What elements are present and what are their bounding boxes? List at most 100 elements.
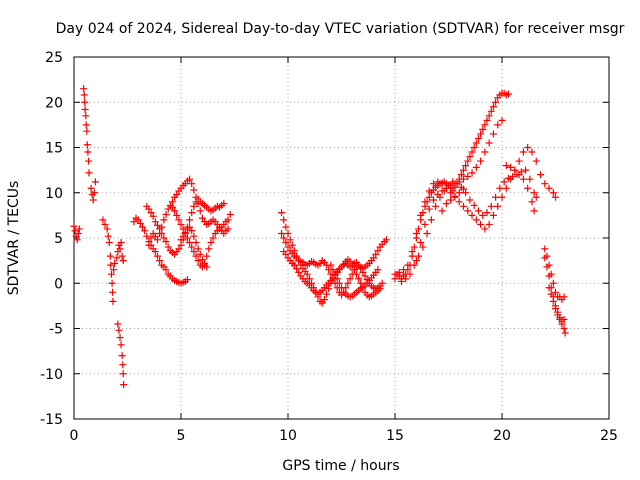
data-point <box>226 210 234 218</box>
data-point <box>149 212 157 220</box>
data-point <box>164 243 172 251</box>
data-point <box>147 209 155 217</box>
data-point <box>549 189 557 197</box>
data-point <box>188 209 196 217</box>
data-point <box>110 266 118 274</box>
data-point <box>432 202 440 210</box>
data-point <box>515 157 523 165</box>
data-point <box>158 223 166 231</box>
data-point <box>370 254 378 262</box>
data-point <box>145 205 153 213</box>
data-point <box>524 144 532 151</box>
data-point <box>492 98 500 106</box>
data-point <box>549 279 557 287</box>
data-point <box>530 207 538 215</box>
data-point <box>181 229 189 237</box>
data-point <box>442 200 450 208</box>
data-point <box>489 103 497 111</box>
data-point <box>119 257 127 265</box>
data-point <box>288 241 296 249</box>
data-point <box>117 341 125 349</box>
data-point <box>118 252 126 260</box>
data-point <box>528 198 536 206</box>
data-point <box>472 163 480 171</box>
data-point <box>560 325 568 332</box>
data-point <box>162 266 170 274</box>
data-point <box>519 148 527 156</box>
data-point <box>113 254 121 262</box>
data-point <box>107 261 115 269</box>
data-point <box>541 245 549 253</box>
data-point <box>327 261 335 269</box>
data-point <box>485 220 493 228</box>
data-point <box>203 252 211 260</box>
data-point <box>186 239 194 247</box>
data-point <box>114 320 122 328</box>
data-point <box>173 211 181 219</box>
data-point <box>541 180 549 188</box>
data-point <box>151 232 159 240</box>
data-point <box>545 184 553 192</box>
data-point <box>504 90 512 98</box>
series-s9 <box>177 223 211 271</box>
data-point <box>376 285 384 293</box>
data-point <box>532 157 540 165</box>
data-point <box>374 247 382 255</box>
data-point <box>528 148 536 156</box>
data-point <box>498 193 506 201</box>
data-point <box>481 225 489 233</box>
data-point <box>522 166 530 174</box>
data-point <box>417 239 425 247</box>
data-point <box>344 279 352 287</box>
data-point <box>305 275 313 283</box>
data-point <box>350 266 358 274</box>
data-point <box>194 257 202 265</box>
data-point <box>105 239 113 247</box>
data-point <box>143 232 151 240</box>
data-point <box>192 252 200 260</box>
data-point <box>552 193 559 201</box>
data-point <box>438 180 446 188</box>
data-point <box>220 200 228 208</box>
data-point <box>338 284 345 292</box>
data-point <box>481 148 489 156</box>
data-point <box>82 121 90 129</box>
data-point <box>162 210 170 218</box>
data-point <box>74 229 82 237</box>
data-point <box>192 239 200 247</box>
data-point <box>190 202 198 210</box>
data-point <box>145 241 153 249</box>
data-point <box>382 236 390 244</box>
data-point <box>84 148 92 156</box>
data-point <box>70 222 78 230</box>
data-point <box>464 207 472 215</box>
x-tick-label: 20 <box>493 428 511 444</box>
data-point <box>552 305 559 313</box>
data-point <box>355 275 363 283</box>
x-tick-label: 10 <box>279 428 297 444</box>
data-point <box>186 216 194 224</box>
data-point <box>120 381 128 389</box>
data-point <box>464 157 472 165</box>
series-s1 <box>70 222 83 244</box>
series-s4 <box>114 320 128 389</box>
data-point <box>117 239 125 247</box>
data-point <box>468 211 476 219</box>
data-point <box>190 232 198 240</box>
x-tick-label: 0 <box>70 428 79 444</box>
data-point <box>549 297 557 305</box>
series-s12 <box>280 248 384 301</box>
data-point <box>430 196 438 204</box>
x-tick-label: 15 <box>386 428 404 444</box>
data-point <box>153 252 161 260</box>
series-s18 <box>438 185 467 215</box>
data-point <box>186 223 194 231</box>
data-point <box>284 229 292 237</box>
data-point <box>141 227 149 235</box>
data-point <box>477 157 485 165</box>
data-point <box>194 200 202 208</box>
data-point <box>410 261 418 269</box>
data-point <box>198 256 206 264</box>
data-point <box>479 125 487 133</box>
data-point <box>175 245 183 253</box>
